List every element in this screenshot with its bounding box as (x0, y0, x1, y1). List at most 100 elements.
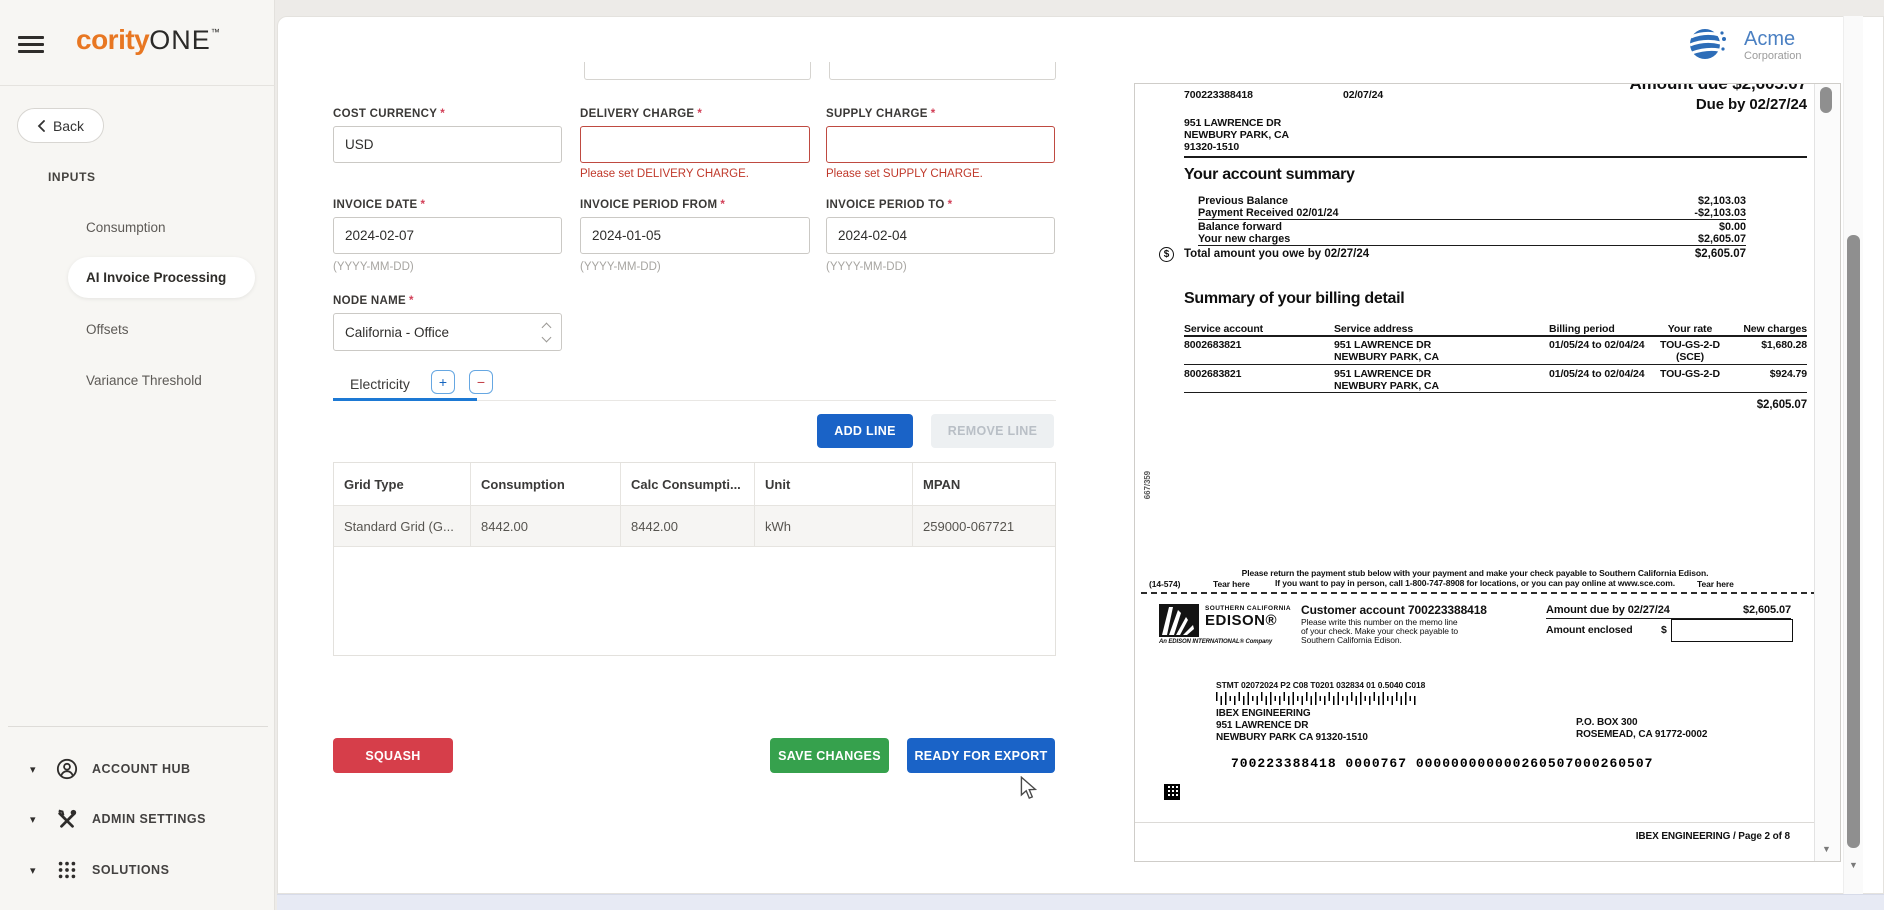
cell-grid-type[interactable]: Standard Grid (G... (334, 506, 471, 546)
col-header[interactable]: MPAN (923, 476, 961, 492)
tab-electricity[interactable]: Electricity (350, 376, 410, 392)
col-header[interactable]: Unit (755, 463, 913, 505)
remove-line-button[interactable]: REMOVE LINE (931, 414, 1054, 448)
delivery-charge-input[interactable] (580, 126, 810, 163)
label-text: NODE NAME (333, 295, 406, 307)
cell-consumption[interactable]: 8442.00 (471, 506, 621, 546)
inv-tear-here-left: Tear here (1213, 579, 1250, 589)
clipped-input-above (829, 62, 1056, 80)
invoice-date-input[interactable] (333, 217, 562, 254)
inv-bill-address1: 951 LAWRENCE DR (1334, 368, 1432, 380)
inv-rule (1546, 618, 1791, 619)
period-from-hint: (YYYY-MM-DD) (580, 261, 661, 273)
col-header[interactable]: Consumption (471, 463, 621, 505)
dollar-circle-icon: $ (1159, 247, 1174, 262)
bottom-item-label: ADMIN SETTINGS (92, 812, 206, 826)
inv-summary-row: Payment Received 02/01/24 -$2,103.03 (1198, 207, 1746, 219)
inv-statement-date: 02/07/24 (1343, 89, 1384, 101)
squash-button[interactable]: SQUASH (333, 738, 453, 773)
caret-down-icon[interactable]: ▾ (30, 763, 36, 776)
sidebar-item-solutions[interactable]: ▾ SOLUTIONS (0, 849, 275, 891)
period-from-input[interactable] (580, 217, 810, 254)
cost-currency-label: COST CURRENCY * (333, 108, 445, 120)
invoice-date-label: INVOICE DATE * (333, 199, 425, 211)
inv-memo-2: of your check. Make your check payable t… (1301, 626, 1459, 636)
node-name-select[interactable]: California - Office (333, 313, 562, 351)
row-value: -$2,103.03 (1694, 207, 1746, 219)
inv-recipient-1: IBEX ENGINEERING (1216, 708, 1311, 719)
row-label: Balance forward (1198, 221, 1283, 233)
required-asterisk: * (720, 199, 726, 211)
table-row[interactable]: Standard Grid (G... 8442.00 8442.00 kWh … (334, 505, 1055, 547)
caret-down-icon[interactable]: ▾ (30, 813, 36, 826)
inv-tear-dashed-line (1141, 592, 1817, 594)
ready-for-export-button[interactable]: READY FOR EXPORT (907, 738, 1055, 773)
client-name: Acme (1744, 28, 1796, 50)
grid-dots-icon (58, 861, 76, 879)
inv-billing-total: $2,605.07 (1756, 399, 1807, 411)
preview-scrollbar-thumb[interactable] (1820, 87, 1832, 113)
invoice-preview-viewport[interactable]: 700223388418 02/07/24 Amount due $2,605.… (1134, 83, 1841, 862)
remove-tab-button[interactable]: − (469, 370, 493, 394)
horizontal-scrollbar-track[interactable] (277, 894, 1884, 910)
page-scrollbar-thumb[interactable] (1847, 235, 1860, 848)
supply-charge-error: Please set SUPPLY CHARGE. (826, 168, 983, 180)
logo-trademark: ™ (210, 27, 220, 37)
app-logo: corityONE™ (76, 24, 220, 56)
save-changes-button[interactable]: SAVE CHANGES (770, 738, 889, 773)
cost-currency-input[interactable] (333, 126, 562, 163)
inv-rule (1184, 156, 1807, 158)
sidebar-item-ai-invoice-processing[interactable]: AI Invoice Processing (68, 257, 255, 298)
inv-stub-instruction-1: Please return the payment stub below wit… (1241, 568, 1709, 578)
period-to-input[interactable] (826, 217, 1055, 254)
table-header-row: Grid Type Consumption Calc Consumpti... … (334, 463, 1055, 505)
sidebar-item-consumption[interactable]: Consumption (68, 207, 255, 248)
required-asterisk: * (420, 199, 426, 211)
inv-summary-title: Your account summary (1184, 166, 1355, 183)
sidebar-divider-bottom (8, 726, 268, 727)
inv-bill-rate2: (SCE) (1675, 351, 1705, 363)
caret-down-icon[interactable]: ▾ (30, 864, 36, 877)
back-button[interactable]: Back (17, 108, 104, 143)
label-text: COST CURRENCY (333, 108, 438, 120)
inv-side-code: 667/359 (1143, 471, 1152, 500)
add-line-button[interactable]: ADD LINE (817, 414, 913, 448)
preview-scroll-down-icon[interactable]: ▼ (1822, 844, 1831, 854)
inv-rule (1198, 245, 1746, 246)
sidebar-item-admin-settings[interactable]: ▾ ADMIN SETTINGS (0, 798, 275, 840)
client-sub-name: Corporation (1744, 50, 1802, 62)
inv-bill-charges: $1,680.28 (1761, 339, 1807, 351)
inv-bill-account: 8002683821 (1184, 339, 1242, 351)
sidebar-item-offsets[interactable]: Offsets (68, 309, 255, 350)
invoice-date-hint: (YYYY-MM-DD) (333, 261, 414, 273)
cell-calc-consumption[interactable]: 8442.00 (621, 506, 755, 546)
add-tab-button[interactable]: + (431, 370, 455, 394)
cell-mpan[interactable]: 259000-067721 (923, 518, 1015, 534)
inv-service-address-2: NEWBURY PARK, CA (1184, 129, 1289, 141)
inv-account-number: 700223388418 (1184, 89, 1253, 101)
cell-unit[interactable]: kWh (755, 506, 913, 546)
inv-recipient-3: NEWBURY PARK CA 91320-1510 (1216, 732, 1368, 743)
hamburger-menu-icon[interactable] (18, 32, 44, 57)
logo-cority-text: cority (76, 24, 150, 55)
inv-amount-due: Amount due $2,605.07 (1629, 83, 1807, 93)
inv-bill-address2: NEWBURY PARK, CA (1334, 351, 1439, 363)
acme-globe-icon (1689, 29, 1726, 59)
preview-scrollbar-track[interactable] (1814, 84, 1840, 861)
sidebar-item-account-hub[interactable]: ▾ ACCOUNT HUB (0, 748, 275, 790)
label-text: DELIVERY CHARGE (580, 108, 695, 120)
supply-charge-input[interactable] (826, 126, 1055, 163)
tools-icon (58, 809, 77, 828)
inv-ocr-line: 700223388418 0000767 0000000000002605070… (1231, 756, 1654, 771)
inv-dollar-sign: $ (1661, 624, 1667, 636)
inv-bill-account: 8002683821 (1184, 368, 1242, 380)
col-header[interactable]: Grid Type (334, 463, 471, 505)
sidebar-item-variance-threshold[interactable]: Variance Threshold (68, 360, 255, 401)
required-asterisk: * (408, 295, 414, 307)
period-to-label: INVOICE PERIOD TO * (826, 199, 952, 211)
col-header[interactable]: Calc Consumpti... (621, 463, 755, 505)
page-scroll-down-icon[interactable]: ▼ (1849, 860, 1858, 870)
sidebar-divider-top (0, 85, 275, 86)
inv-po-1: P.O. BOX 300 (1576, 717, 1638, 728)
